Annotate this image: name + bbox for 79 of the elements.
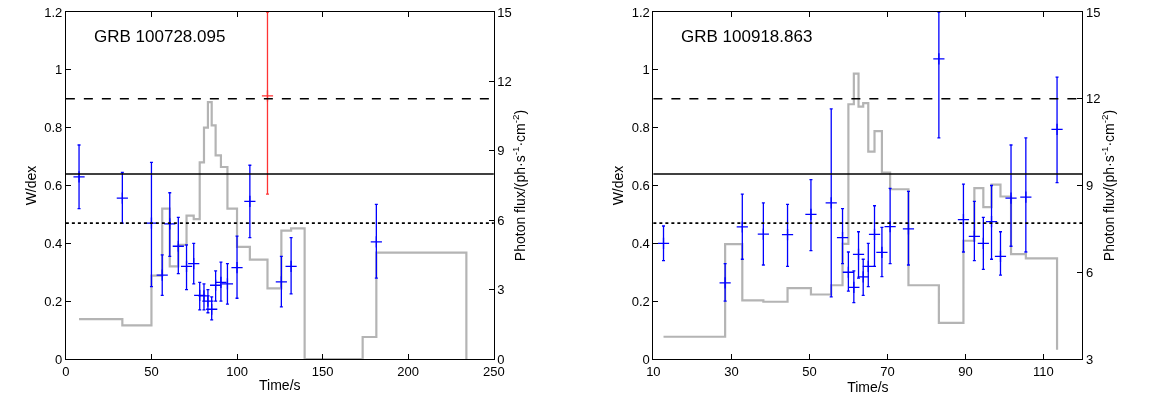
x-tick-label: 50 (802, 363, 817, 379)
y-tick-label: 0.2 (631, 293, 650, 309)
point (842, 266, 855, 279)
point (847, 281, 861, 294)
point (172, 239, 185, 253)
y-tick-label: 0.4 (44, 235, 63, 251)
y2-tick-label: 6 (1086, 264, 1094, 280)
point (868, 228, 881, 241)
point (657, 237, 670, 250)
x-tick-label: 150 (311, 363, 334, 379)
point (116, 191, 129, 205)
x-tick-label: 30 (724, 363, 739, 379)
point (957, 213, 970, 226)
y2-tick-label: 3 (497, 282, 505, 298)
y-tick-label: 1 (55, 62, 63, 78)
x-tick-label: 70 (880, 363, 895, 379)
y-axis-title: W/dex (22, 165, 39, 206)
x-tick-label: 110 (1033, 363, 1054, 379)
y-tick-label: 0.4 (631, 235, 650, 251)
y-tick-label: 1 (642, 62, 650, 78)
point (214, 276, 228, 289)
y-tick-label: 0 (55, 351, 63, 367)
point (977, 237, 990, 250)
point (824, 196, 838, 210)
point (836, 231, 849, 244)
point (221, 277, 234, 291)
y2-tick-label: 12 (497, 73, 512, 89)
point (736, 220, 749, 234)
y2-tick-label: 9 (1086, 178, 1094, 194)
y-tick-label: 0.8 (44, 120, 63, 136)
y-tick-label: 1.2 (631, 4, 650, 20)
point (985, 215, 998, 228)
point (902, 222, 915, 236)
point (370, 235, 383, 249)
point (1004, 191, 1018, 205)
point (968, 230, 981, 243)
x-tick-label: 50 (144, 363, 159, 379)
point (1019, 190, 1033, 204)
y2-tick-label: 12 (1086, 91, 1101, 107)
point (781, 228, 794, 241)
y2-tick-label: 3 (1086, 351, 1094, 367)
point (230, 261, 244, 274)
y2-tick-label: 15 (497, 4, 512, 20)
x-axis-title: Time/s (847, 378, 889, 395)
point (994, 250, 1007, 263)
point (718, 276, 732, 290)
x-tick-label: 90 (958, 363, 973, 379)
y2-tick-label: 6 (497, 212, 505, 228)
point (883, 220, 897, 233)
annotation: GRB 100918.863 (681, 27, 813, 46)
x-tick-label: 200 (397, 363, 420, 379)
point (180, 260, 193, 273)
point (243, 195, 257, 208)
point (261, 89, 274, 103)
y-tick-label: 0.6 (631, 178, 650, 194)
point (284, 260, 298, 273)
y-tick-label: 1.2 (44, 4, 63, 20)
y-tick-label: 0.8 (631, 120, 650, 136)
point (875, 246, 889, 259)
x-tick-label: 100 (226, 363, 248, 379)
point (145, 216, 158, 230)
point (862, 260, 875, 273)
point (72, 170, 86, 184)
point (932, 52, 946, 66)
point (209, 279, 222, 292)
point (804, 208, 818, 221)
y-tick-label: 0.2 (44, 293, 63, 309)
point (1050, 123, 1064, 136)
point (155, 268, 169, 282)
point (275, 275, 288, 289)
point (757, 227, 770, 241)
y-axis-title: W/dex (610, 165, 627, 206)
annotation: GRB 100728.095 (94, 27, 226, 46)
x-axis-title: Time/s (259, 376, 301, 393)
y2-tick-label: 15 (1086, 4, 1101, 20)
y2-tick-label: 9 (497, 143, 505, 159)
point (163, 217, 176, 231)
y-tick-label: 0.6 (44, 178, 63, 194)
point (187, 257, 200, 270)
